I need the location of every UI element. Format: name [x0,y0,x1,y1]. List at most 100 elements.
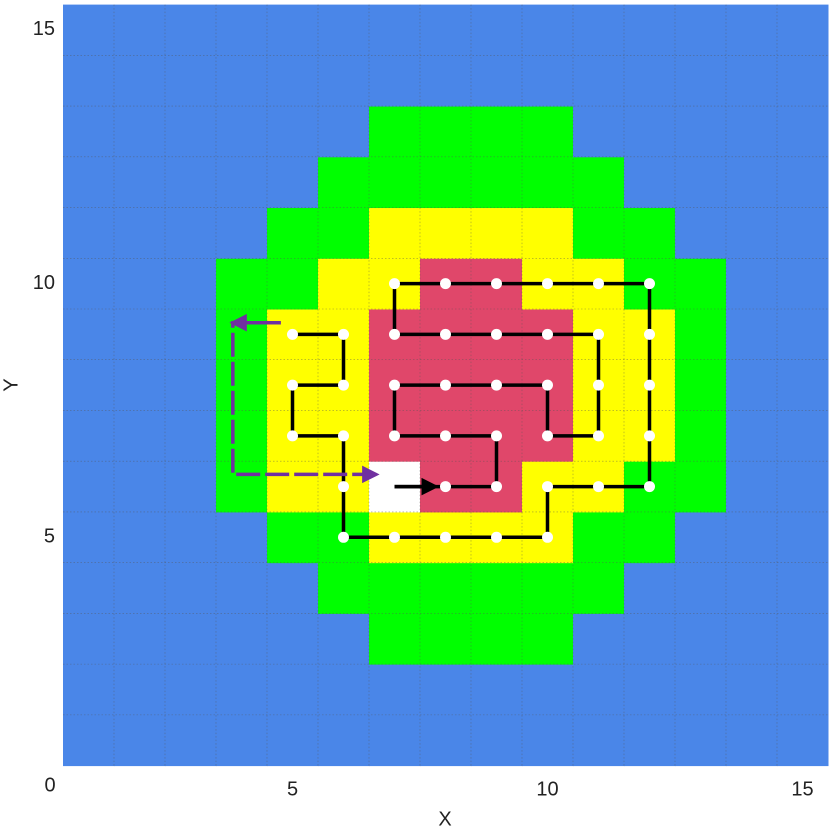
path-point [593,278,604,290]
cell [624,613,676,665]
cell [471,562,523,614]
cell [471,156,523,209]
cell [675,258,727,310]
cell [114,613,166,665]
cell [777,664,829,716]
cell [318,258,370,310]
cell [675,55,727,107]
cell [216,511,268,564]
cell [471,4,523,56]
corner-label: 0 [44,774,55,796]
cell [267,55,319,107]
cell [420,156,472,209]
cell [165,613,217,665]
cell [726,410,778,462]
x-axis-label: X [438,808,451,830]
x-tick-label: 5 [287,778,298,800]
path-point [440,328,451,340]
cell [165,106,217,158]
cell [63,410,115,462]
cell [726,511,778,564]
cell [675,664,727,716]
cell [267,511,319,564]
path-point [338,430,349,442]
cell [165,207,217,259]
cell [216,664,268,716]
cell [675,156,727,209]
path-point [389,531,400,543]
cell [165,410,217,462]
cell [675,410,727,462]
cell [420,55,472,107]
cell [726,359,778,411]
cell [420,106,472,158]
cell [114,511,166,564]
cell [777,207,829,259]
cell [675,511,727,564]
cell [522,664,574,716]
path-point [389,430,400,442]
cell [63,309,115,361]
cell [318,613,370,665]
cell [522,207,574,259]
cell [624,511,676,564]
cell [63,156,115,209]
cell [471,106,523,158]
path-point [491,531,502,543]
path-point [593,328,604,340]
cell [726,4,778,56]
cell [777,613,829,665]
cell [726,714,778,767]
cell [624,664,676,716]
cell [369,562,421,614]
path-point [593,481,604,493]
cell [726,55,778,107]
path-point [338,328,349,340]
y-axis-label: Y [0,378,22,391]
cell [777,309,829,361]
cell [369,156,421,209]
cell [318,4,370,56]
cell [675,461,727,513]
cell [216,55,268,107]
cell [777,359,829,411]
path-point [644,328,655,340]
cell [369,664,421,716]
cell [63,613,115,665]
cell [777,511,829,564]
cell [114,258,166,310]
cell [114,664,166,716]
path-point [491,481,502,493]
path-point [491,278,502,290]
cell [471,664,523,716]
path-point [287,328,298,340]
cell [624,207,676,259]
cell [114,359,166,411]
cell [522,156,574,209]
cell [63,207,115,259]
cell [63,106,115,158]
cell [216,156,268,209]
cell [114,562,166,614]
path-point [542,430,553,442]
cell [114,309,166,361]
cell [114,207,166,259]
path-point [440,531,451,543]
cell [216,258,268,310]
cell [63,511,115,564]
path-point [338,379,349,391]
cell [522,613,574,665]
cell [471,714,523,767]
cell [165,258,217,310]
path-point [542,379,553,391]
cell [63,359,115,411]
path-point [644,379,655,391]
cell [216,309,268,361]
cell [369,106,421,158]
cell [216,359,268,411]
cell [675,359,727,411]
cell [522,106,574,158]
cell [63,714,115,767]
cell [165,359,217,411]
